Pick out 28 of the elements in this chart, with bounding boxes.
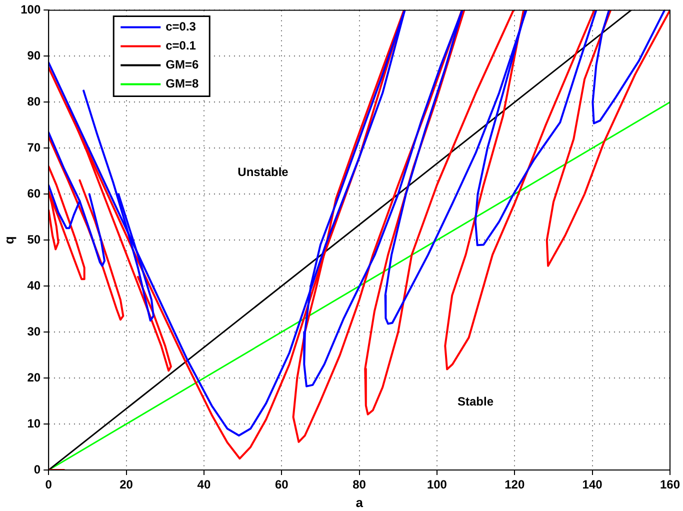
legend-label: GM=8	[166, 76, 199, 91]
x-tick-label: 0	[45, 478, 52, 492]
legend-label: c=0.1	[166, 38, 196, 53]
x-tick-label: 40	[197, 478, 211, 492]
x-axis-title: a	[356, 494, 364, 510]
y-tick-label: 60	[27, 186, 41, 200]
x-tick-label: 80	[352, 478, 366, 492]
x-tick-label: 60	[274, 478, 289, 492]
annotation: Unstable	[238, 164, 289, 179]
x-tick-label: 120	[504, 478, 525, 492]
y-tick-label: 70	[27, 140, 41, 154]
x-tick-label: 20	[120, 478, 134, 492]
y-tick-label: 10	[27, 416, 41, 430]
y-tick-label: 90	[27, 48, 41, 62]
annotation: Stable	[457, 394, 494, 409]
y-tick-label: 40	[27, 278, 41, 292]
x-tick-label: 100	[426, 478, 448, 492]
y-tick-label: 100	[20, 2, 41, 17]
y-tick-label: 30	[27, 324, 41, 338]
y-tick-label: 80	[27, 94, 41, 108]
y-tick-label: 20	[27, 370, 41, 384]
y-tick-label: 50	[27, 232, 41, 246]
x-tick-label: 160	[660, 478, 680, 492]
x-tick-label: 140	[582, 478, 603, 492]
y-tick-label: 0	[34, 462, 41, 476]
legend-label: GM=6	[166, 58, 199, 72]
y-axis-title: q	[1, 236, 16, 244]
legend-label: c=0.3	[166, 20, 196, 34]
